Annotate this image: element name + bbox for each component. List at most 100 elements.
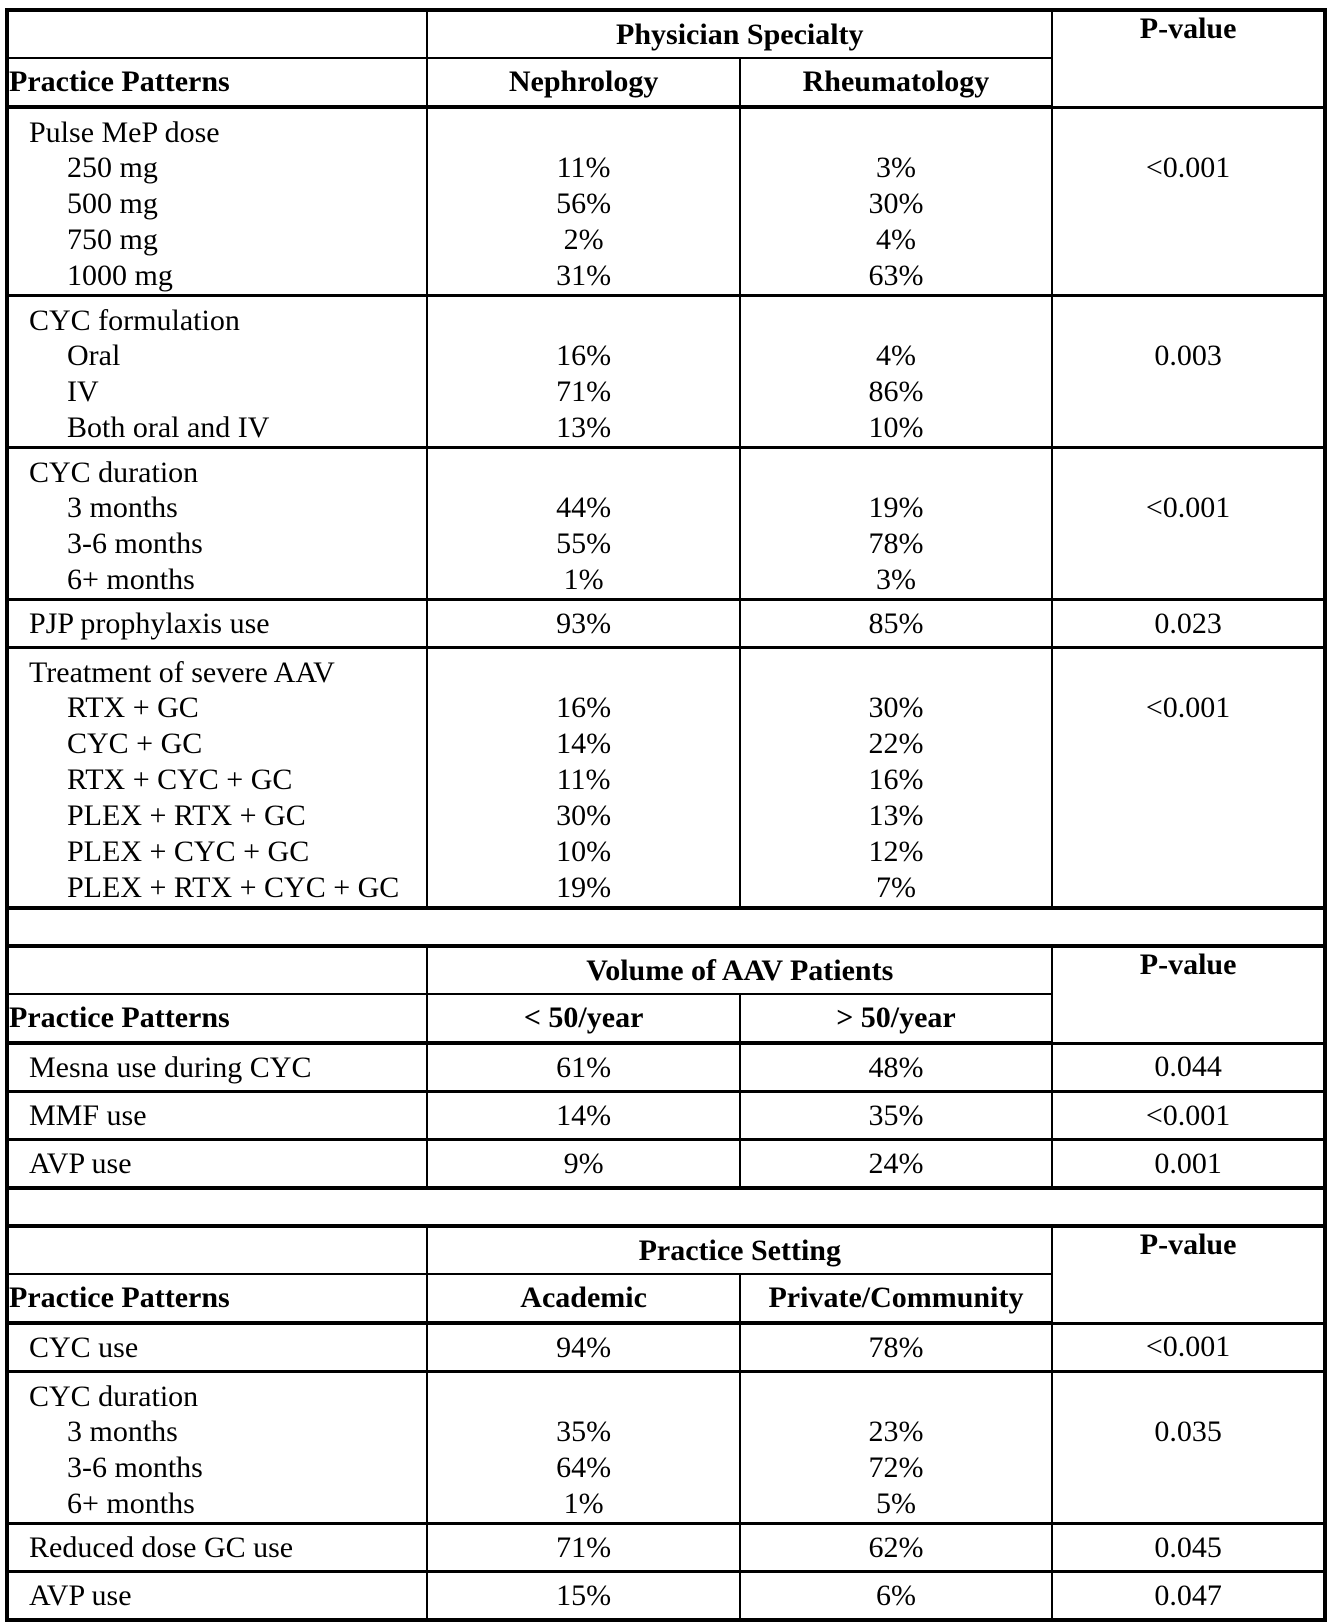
value-cell: 24% — [738, 1138, 1054, 1188]
pvalue-header-cell: P-value — [1051, 10, 1326, 107]
sub-item-label: 6+ months — [67, 563, 195, 596]
value-line: 16% — [868, 763, 924, 796]
group-value-cell: 11% 56% 2% 31% — [426, 105, 741, 296]
value-cell: 85% — [738, 598, 1054, 648]
blank-line — [741, 649, 1051, 690]
value-line: 31% — [556, 259, 612, 292]
practice-patterns-header-cell: Practice Patterns — [5, 58, 429, 109]
value-line: 30% — [556, 799, 612, 832]
sub-item-label: Both oral and IV — [67, 411, 270, 444]
value-line: 11% — [556, 763, 611, 796]
group-label: CYC duration — [29, 1380, 199, 1413]
group-row: Pulse MeP dose 250 mg 500 mg 750 mg 1000 mg 1… — [5, 105, 1326, 296]
value-line: 3% — [875, 151, 916, 184]
group-row: CYC duration 3 months 3-6 months 6+ months 3… — [5, 1370, 1326, 1524]
value-cell: 35% — [738, 1090, 1054, 1140]
value-line: 11% — [556, 151, 611, 184]
value-cell: 14% — [426, 1090, 741, 1140]
single-row: Mesna use during CYC 61% 48% 0.044 — [5, 1041, 1326, 1092]
sub-item-label: 1000 mg — [67, 259, 173, 292]
sub-item-label: 3-6 months — [67, 527, 203, 560]
table-gap — [5, 1190, 1327, 1224]
blank-line — [1053, 297, 1323, 338]
value-line: 64% — [556, 1451, 612, 1484]
sub-item-label: RTX + CYC + GC — [67, 763, 293, 796]
header-row-columns: Practice Patterns < 50/year > 50/year — [5, 994, 1325, 1045]
row-label: AVP use — [5, 1570, 429, 1620]
sub-item-label: RTX + GC — [67, 691, 199, 724]
sub-item-label: PLEX + RTX + CYC + GC — [67, 871, 400, 904]
value-line: 13% — [556, 411, 612, 444]
header-row-category: Physician Specialty P-value — [5, 10, 1326, 107]
sub-item-label: 3 months — [67, 491, 178, 524]
group-value-cell: 19% 78% 3% — [738, 446, 1054, 600]
row-label: CYC use — [5, 1321, 429, 1372]
value-line: 56% — [556, 187, 612, 220]
value-line: 71% — [556, 375, 612, 408]
pvalue-cell: 0.003 — [1051, 294, 1326, 448]
value-line: 30% — [868, 691, 924, 724]
pvalue-cell: <0.001 — [1051, 1090, 1326, 1140]
value-line: 44% — [556, 491, 612, 524]
header-row-category: Practice Setting P-value — [5, 1226, 1326, 1323]
group-value-cell: 23% 72% 5% — [738, 1370, 1054, 1524]
value-cell: 15% — [426, 1570, 741, 1620]
group-value-cell: 30% 22% 16% 13% 12% 7% — [738, 646, 1054, 908]
group-row: CYC formulation Oral IV Both oral and IV 16%… — [5, 294, 1326, 448]
value-cell: 6% — [738, 1570, 1054, 1620]
group-value-cell: 3% 30% 4% 63% — [738, 105, 1054, 296]
pvalue-cell: <0.001 — [1051, 105, 1326, 296]
value-line: 30% — [868, 187, 924, 220]
sub-item-label: 750 mg — [67, 223, 158, 256]
sub-item-label: 3 months — [67, 1415, 178, 1448]
header-corner-cell — [5, 10, 429, 59]
group-label-cell: Treatment of severe AAV RTX + GC CYC + GC R… — [5, 646, 429, 908]
row-label: Reduced dose GC use — [5, 1522, 429, 1572]
value-cell: 61% — [426, 1041, 741, 1092]
group-label: Pulse MeP dose — [29, 116, 220, 149]
value-cell: 94% — [426, 1321, 741, 1372]
blank-line — [741, 1373, 1051, 1414]
table-body: Pulse MeP dose 250 mg 500 mg 750 mg 1000 mg 1… — [5, 105, 1326, 908]
value-line: 7% — [875, 871, 916, 904]
pvalue-header-cell: P-value — [1051, 946, 1326, 1043]
value-line: 1% — [563, 563, 604, 596]
pvalue-cell: 0.044 — [1051, 1041, 1326, 1092]
value-line: 23% — [868, 1415, 924, 1448]
group-row: Treatment of severe AAV RTX + GC CYC + GC R… — [5, 646, 1326, 908]
sub-item-label: CYC + GC — [67, 727, 203, 760]
value-line: 72% — [868, 1451, 924, 1484]
value-line: 4% — [875, 223, 916, 256]
value-line: 14% — [556, 727, 612, 760]
header-row-category: Volume of AAV Patients P-value — [5, 946, 1326, 1043]
table-header: Volume of AAV Patients P-value Practice Pa… — [5, 946, 1326, 1045]
header-corner-cell — [5, 1226, 429, 1275]
value-cell: 78% — [738, 1321, 1054, 1372]
row-label: Mesna use during CYC — [5, 1041, 429, 1092]
pvalue-line: 0.003 — [1154, 339, 1222, 372]
table-header: Physician Specialty P-value Practice Patte… — [5, 10, 1326, 109]
value-cell: 62% — [738, 1522, 1054, 1572]
category-header-cell: Practice Setting — [426, 1226, 1054, 1275]
group-label-cell: CYC duration 3 months 3-6 months 6+ months — [5, 1370, 429, 1524]
table-physician-specialty: Physician Specialty P-value Practice Patte… — [5, 8, 1327, 910]
table-body: CYC use 94% 78% <0.001 CYC duration 3 months 3… — [5, 1321, 1326, 1620]
blank-line — [1053, 649, 1323, 690]
row-label: AVP use — [5, 1138, 429, 1188]
group-value-cell: 16% 14% 11% 30% 10% 19% — [426, 646, 741, 908]
value-line: 2% — [563, 223, 604, 256]
sub-item-label: PLEX + CYC + GC — [67, 835, 310, 868]
value-line: 16% — [556, 339, 612, 372]
value-line: 78% — [868, 527, 924, 560]
pvalue-cell: <0.001 — [1051, 446, 1326, 600]
pvalue-cell: 0.045 — [1051, 1522, 1326, 1572]
sub-item-label: 500 mg — [67, 187, 158, 220]
value-line: 63% — [868, 259, 924, 292]
group-value-cell: 44% 55% 1% — [426, 446, 741, 600]
category-header-cell: Physician Specialty — [426, 10, 1054, 59]
single-row: CYC use 94% 78% <0.001 — [5, 1321, 1326, 1372]
value-line: 3% — [875, 563, 916, 596]
value-cell: 93% — [426, 598, 741, 648]
sub-item-label: 250 mg — [67, 151, 158, 184]
